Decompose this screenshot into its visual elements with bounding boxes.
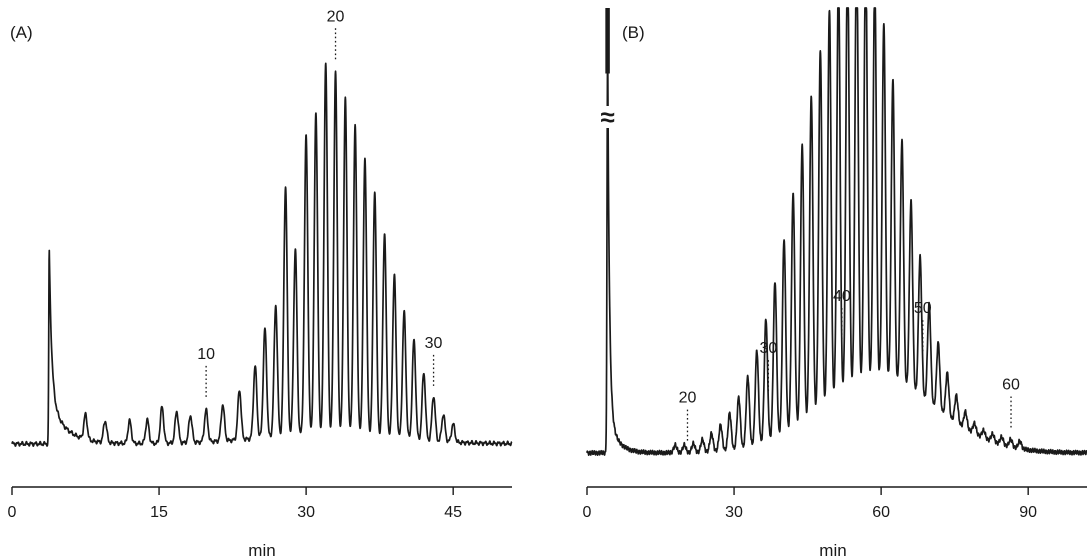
chromatogram-trace xyxy=(586,7,1087,457)
panel-b: (B) min ≈0 30 60 90 20 30 40 50 60 xyxy=(583,7,1087,558)
x-tick-label: 30 xyxy=(297,504,315,521)
peak-number-label: 10 xyxy=(197,346,215,363)
x-tick-label: 0 xyxy=(583,504,592,521)
peak-number-label: 50 xyxy=(914,300,932,317)
x-tick-label: 90 xyxy=(1019,504,1037,521)
x-tick-label: 15 xyxy=(150,504,168,521)
panel-a-label: (A) xyxy=(10,23,33,42)
panel-a: (A) min 0 15 30 45 10 20 30 xyxy=(8,8,513,558)
panel-b-x-axis-label: min xyxy=(819,541,846,558)
panel-a-x-axis-label: min xyxy=(248,541,275,558)
peak-number-label: 20 xyxy=(327,8,345,25)
x-tick-label: 0 xyxy=(8,504,17,521)
peak-number-label: 60 xyxy=(1002,376,1020,393)
x-tick-label: 30 xyxy=(725,504,743,521)
axis-break-mask xyxy=(598,106,617,128)
panel-b-label: (B) xyxy=(622,23,645,42)
peak-number-label: 40 xyxy=(833,288,851,305)
x-tick-label: 45 xyxy=(444,504,462,521)
chromatogram-trace xyxy=(11,62,513,447)
peak-number-label: 30 xyxy=(759,340,777,357)
axis-break-symbol: ≈ xyxy=(600,102,614,132)
peak-number-label: 30 xyxy=(425,335,443,352)
x-tick-label: 60 xyxy=(872,504,890,521)
peak-number-label: 20 xyxy=(679,390,697,407)
